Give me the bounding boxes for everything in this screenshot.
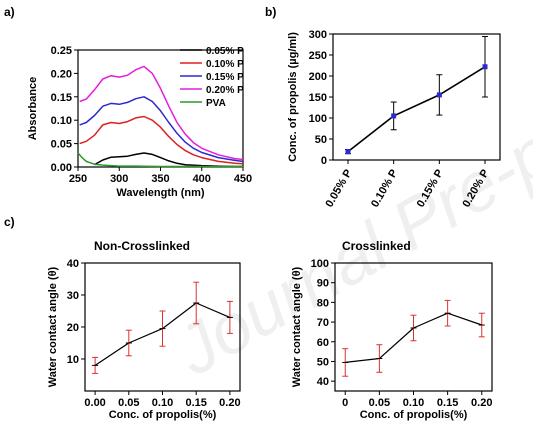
y-tick-label: 100	[309, 113, 327, 125]
y-tick-label: 0.20	[51, 68, 72, 80]
x-tick-label: 0	[342, 397, 348, 409]
plot-frame	[332, 33, 501, 161]
x-axis-title: Conc. of propolis(%)	[360, 409, 468, 421]
legend-label-0-05-p: 0.05% P	[206, 46, 244, 57]
chart-contact-angle-crosslinked: 40 50 60 70 80 90 100 0 0.05 0.10 0.15 0.20 Water co…	[291, 258, 493, 421]
panel-title-crosslinked: Crosslinked	[342, 239, 411, 253]
x-tick-label: 450	[234, 173, 252, 185]
y-tick-label: 40	[317, 376, 329, 388]
x-tick-label: 250	[69, 173, 87, 185]
x-tick-label: 0.20	[219, 397, 240, 409]
legend-label-pva: PVA	[206, 98, 226, 109]
y-tick-label: 100	[311, 258, 329, 270]
chart-contact-angle-non-crosslinked: 10 20 30 40 0.00 0.05 0.10 0.15 0.20 Water contac…	[47, 258, 241, 421]
legend-label-0-20-p: 0.20% P	[206, 85, 244, 96]
y-axis-title: Water contact angle (θ)	[291, 266, 303, 387]
data-point	[345, 149, 351, 155]
chart-absorbance: 0.00 0.05 0.10 0.15 0.20 0.25 250 300 350 400 450 A…	[27, 45, 252, 199]
x-tick-label: 0.05% P	[323, 168, 354, 210]
panel-label-b: b)	[265, 5, 276, 19]
x-tick-label: 0.05	[369, 397, 390, 409]
y-tick-label: 0	[321, 155, 327, 167]
panel-label-a: a)	[4, 5, 15, 19]
y-tick-label: 0.00	[51, 162, 72, 174]
y-tick-label: 70	[317, 317, 329, 329]
series-line-0-15-p	[79, 96, 244, 163]
legend-label-0-10-p: 0.10% P	[206, 59, 244, 70]
y-axis-title: Water contact angle (θ)	[47, 266, 59, 387]
panel-title-non-crosslinked: Non-Crosslinked	[94, 239, 190, 253]
x-tick-label: 0.15	[437, 397, 458, 409]
x-tick-label: 0.05	[118, 397, 139, 409]
y-tick-label: 50	[315, 134, 327, 146]
y-tick-label: 0.15	[51, 92, 72, 104]
x-tick-label: 0.15	[185, 397, 206, 409]
x-tick-label: 300	[110, 173, 128, 185]
data-point	[482, 64, 488, 70]
y-tick-label: 0.25	[51, 45, 72, 57]
x-tick-label: 0.10	[152, 397, 173, 409]
x-tick-label: 0.10	[403, 397, 424, 409]
x-tick-label: 0.20	[471, 397, 492, 409]
y-tick-label: 0.10	[51, 115, 72, 127]
y-tick-label: 150	[309, 92, 327, 104]
series-line-0-20-p	[79, 65, 244, 161]
x-tick-label: 400	[193, 173, 211, 185]
series-line-pva	[77, 152, 243, 168]
legend-label-0-15-p: 0.15% P	[206, 72, 244, 83]
y-tick-label: 20	[67, 322, 79, 334]
y-tick-label: 80	[317, 297, 329, 309]
y-axis-title: Conc. of propolis (µg/ml)	[287, 32, 299, 162]
y-tick-label: 50	[317, 356, 329, 368]
y-tick-label: 10	[67, 354, 79, 366]
y-tick-label: 60	[317, 337, 329, 349]
x-axis-title: Conc. of propolis(%)	[109, 409, 217, 421]
y-tick-label: 40	[67, 258, 79, 270]
series-line-0-10-p	[79, 115, 244, 165]
y-tick-label: 200	[309, 71, 327, 83]
series-line	[347, 66, 486, 153]
y-tick-label: 250	[309, 50, 327, 62]
x-axis-title: Wavelength (nm)	[116, 187, 205, 199]
x-tick-label: 0.00	[84, 397, 105, 409]
panel-label-c: c)	[4, 215, 15, 229]
x-tick-label: 350	[151, 173, 169, 185]
data-point	[391, 113, 397, 119]
y-tick-label: 90	[317, 278, 329, 290]
y-tick-label: 0.05	[51, 139, 72, 151]
y-tick-label: 30	[67, 290, 79, 302]
y-tick-label: 300	[309, 29, 327, 41]
y-axis-title: Absorbance	[27, 77, 39, 141]
data-point	[436, 92, 442, 98]
